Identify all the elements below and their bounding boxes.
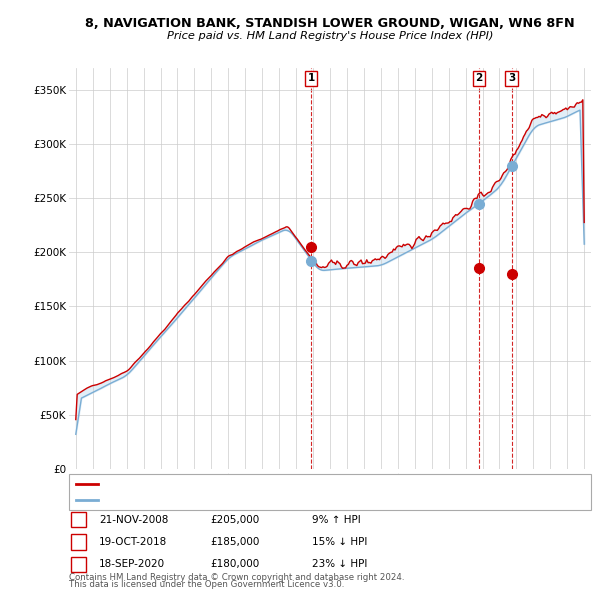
Text: 2: 2 [75,537,82,547]
Text: 8, NAVIGATION BANK, STANDISH LOWER GROUND, WIGAN, WN6 8FN: 8, NAVIGATION BANK, STANDISH LOWER GROUN… [85,17,575,30]
Text: 2: 2 [475,73,482,83]
Text: £180,000: £180,000 [210,559,259,569]
Text: 3: 3 [508,73,515,83]
Text: 1: 1 [75,514,82,525]
Text: 23% ↓ HPI: 23% ↓ HPI [312,559,367,569]
Text: 18-SEP-2020: 18-SEP-2020 [99,559,165,569]
Text: £185,000: £185,000 [210,537,259,547]
Text: 3: 3 [75,559,82,569]
Text: 1: 1 [308,73,315,83]
Text: 15% ↓ HPI: 15% ↓ HPI [312,537,367,547]
Text: £205,000: £205,000 [210,514,259,525]
Text: Price paid vs. HM Land Registry's House Price Index (HPI): Price paid vs. HM Land Registry's House … [167,31,493,41]
Text: 9% ↑ HPI: 9% ↑ HPI [312,514,361,525]
Text: 19-OCT-2018: 19-OCT-2018 [99,537,167,547]
Text: Contains HM Land Registry data © Crown copyright and database right 2024.: Contains HM Land Registry data © Crown c… [69,573,404,582]
Text: 21-NOV-2008: 21-NOV-2008 [99,514,169,525]
Text: This data is licensed under the Open Government Licence v3.0.: This data is licensed under the Open Gov… [69,581,344,589]
Text: 8, NAVIGATION BANK, STANDISH LOWER GROUND, WIGAN, WN6 8FN (detached house): 8, NAVIGATION BANK, STANDISH LOWER GROUN… [102,482,527,492]
Text: HPI: Average price, detached house, Wigan: HPI: Average price, detached house, Wiga… [102,498,313,508]
